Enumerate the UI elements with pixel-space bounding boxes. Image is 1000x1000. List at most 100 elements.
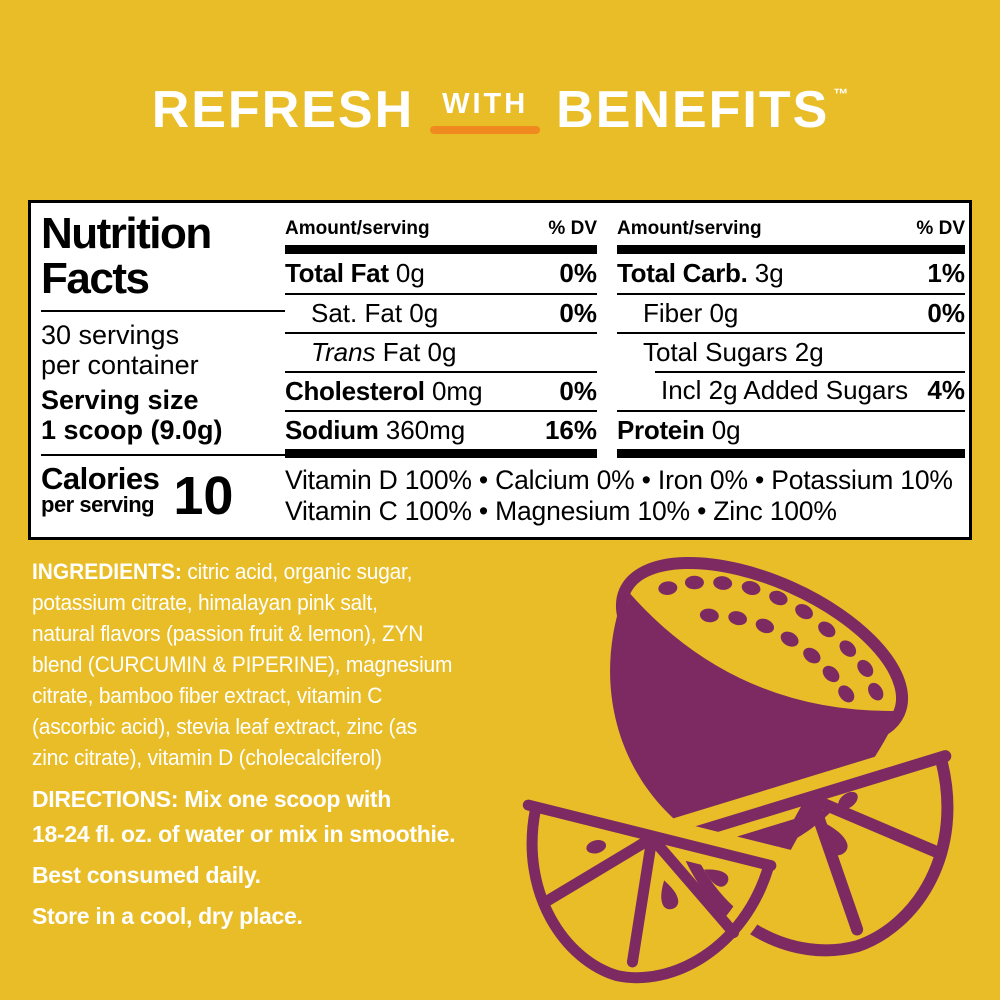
row-fiber: Fiber 0g 0%	[617, 293, 965, 332]
row-label: Sat. Fat 0g	[285, 298, 438, 329]
row-total-sugars: Total Sugars 2g	[617, 332, 965, 371]
row-sat-fat: Sat. Fat 0g 0%	[285, 293, 597, 332]
brand-word-with-block: WITH	[430, 88, 541, 134]
calories-block: Calories per serving 10	[41, 461, 285, 523]
row-label-plain: 0mg	[424, 376, 483, 406]
row-label: Sodium 360mg	[285, 415, 465, 446]
row-trans-fat: Trans Fat 0g	[285, 332, 597, 371]
ingredients-line: blend (CURCUMIN & PIPERINE), magnesium	[32, 652, 453, 677]
row-label-bold: Protein	[617, 415, 705, 445]
amount-serving-header: Amount/serving	[285, 218, 430, 239]
row-label-plain: Fiber 0g	[643, 298, 739, 328]
row-label: Cholesterol 0mg	[285, 376, 483, 407]
row-label-bold: Total Carb.	[617, 258, 748, 288]
column-header: Amount/serving % DV	[617, 211, 965, 245]
ingredients-line: INGREDIENTS: citric acid, organic sugar,	[32, 556, 479, 587]
row-label-bold: Sodium	[285, 415, 379, 445]
row-label-plain: 0g	[704, 415, 741, 445]
row-cholesterol: Cholesterol 0mg 0%	[285, 371, 597, 410]
brand-word-with: WITH	[442, 88, 529, 120]
directions-line: Store in a cool, dry place.	[32, 903, 303, 929]
brand-word-benefits: BENEFITS	[556, 81, 830, 139]
row-label-plain: Incl 2g Added Sugars	[661, 375, 909, 405]
row-label: Fiber 0g	[617, 298, 738, 329]
row-protein: Protein 0g	[617, 410, 965, 449]
nutrition-column-carbs: Amount/serving % DV Total Carb. 3g 1% Fi…	[617, 211, 965, 458]
trademark-symbol: ™	[833, 86, 849, 103]
thick-bar	[285, 449, 597, 458]
column-header: Amount/serving % DV	[285, 211, 597, 245]
brand-word-refresh: REFRESH	[151, 81, 415, 139]
row-dv: 4%	[927, 375, 965, 405]
passionfruit-seeds	[658, 575, 884, 703]
ingredients-line: zinc citrate), vitamin D (cholecalcifero…	[32, 745, 382, 770]
row-total-carb: Total Carb. 3g 1%	[617, 254, 965, 293]
thick-bar	[285, 245, 597, 254]
ingredients-label: INGREDIENTS:	[32, 559, 182, 584]
directions-line: DIRECTIONS: Mix one scoop with	[32, 782, 512, 817]
row-dv: 16%	[544, 415, 597, 445]
serving-size-label: Serving size	[41, 385, 199, 415]
row-dv: 0%	[927, 298, 965, 328]
directions-text: Mix one scoop with	[178, 786, 392, 812]
directions-section: DIRECTIONS: Mix one scoop with 18-24 fl.…	[32, 782, 512, 934]
row-dv: 0%	[559, 298, 597, 328]
title-line1: Nutrition	[41, 209, 212, 258]
lemon-wedge-right-icon	[644, 731, 978, 967]
calories-sublabel: per serving	[41, 492, 155, 517]
divider-rule	[41, 454, 285, 456]
serving-size-value: 1 scoop (9.0g)	[41, 415, 223, 445]
serving-size: Serving size 1 scoop (9.0g)	[41, 385, 285, 445]
nutrition-facts-left-column: Nutrition Facts 30 servings per containe…	[41, 209, 285, 523]
nutrition-facts-panel: Nutrition Facts 30 servings per containe…	[28, 200, 972, 540]
servings-unit: per container	[41, 350, 199, 380]
servings-per-container: 30 servings per container	[41, 320, 285, 380]
directions-label: DIRECTIONS:	[32, 786, 179, 812]
brand-header: REFRESH WITH BENEFITS ™	[0, 84, 1000, 136]
row-label-plain: Fat 0g	[375, 337, 457, 367]
row-total-fat: Total Fat 0g 0%	[285, 254, 597, 293]
row-label-bold: Total Fat	[285, 258, 389, 288]
vitamins-line2: Vitamin C 100% • Magnesium 10% • Zinc 10…	[285, 496, 837, 526]
thick-bar	[617, 449, 965, 458]
row-dv: 0%	[559, 376, 597, 406]
row-label-plain: Total Sugars 2g	[643, 337, 824, 367]
row-label: Total Sugars 2g	[617, 337, 824, 368]
dv-header: % DV	[916, 218, 965, 239]
ingredients-section: INGREDIENTS: citric acid, organic sugar,…	[32, 556, 479, 773]
calories-label: Calories	[41, 461, 160, 496]
fruit-illustration	[500, 556, 978, 993]
vitamins-line1: Vitamin D 100% • Calcium 0% • Iron 0% • …	[285, 465, 953, 495]
orange-underline	[430, 126, 541, 134]
row-label-plain: Sat. Fat 0g	[311, 298, 439, 328]
row-label: Protein 0g	[617, 415, 741, 446]
title-line2: Facts	[41, 254, 150, 303]
row-label: Total Fat 0g	[285, 258, 425, 289]
row-label: Trans Fat 0g	[285, 337, 456, 368]
dv-header: % DV	[548, 218, 597, 239]
calories-labels: Calories per serving	[41, 461, 160, 517]
nutrition-column-fats: Amount/serving % DV Total Fat 0g 0% Sat.…	[285, 211, 597, 458]
ingredients-line: potassium citrate, himalayan pink salt,	[32, 590, 378, 615]
wedge-membranes	[539, 832, 740, 968]
amount-serving-header: Amount/serving	[617, 218, 762, 239]
lemon-seeds	[586, 840, 729, 910]
row-label-plain: 0g	[388, 258, 425, 288]
row-sodium: Sodium 360mg 16%	[285, 410, 597, 449]
ingredients-line: citrate, bamboo fiber extract, vitamin C	[32, 683, 383, 708]
directions-line: 18-24 fl. oz. of water or mix in smoothi…	[32, 821, 456, 847]
row-dv: 0%	[559, 258, 597, 288]
row-label-plain: 3g	[747, 258, 784, 288]
row-label: Total Carb. 3g	[617, 258, 784, 289]
ingredients-text: citric acid, organic sugar,	[181, 559, 413, 584]
row-label: Incl 2g Added Sugars	[617, 375, 908, 406]
thick-bar	[617, 245, 965, 254]
servings-count: 30 servings	[41, 320, 180, 350]
divider-rule	[41, 310, 285, 312]
row-label-bold: Cholesterol	[285, 376, 425, 406]
vitamins-footnote: Vitamin D 100% • Calcium 0% • Iron 0% • …	[285, 465, 975, 527]
row-dv: 1%	[927, 258, 965, 288]
row-added-sugars: Incl 2g Added Sugars 4%	[617, 371, 965, 410]
ingredients-line: (ascorbic acid), stevia leaf extract, zi…	[32, 714, 418, 739]
